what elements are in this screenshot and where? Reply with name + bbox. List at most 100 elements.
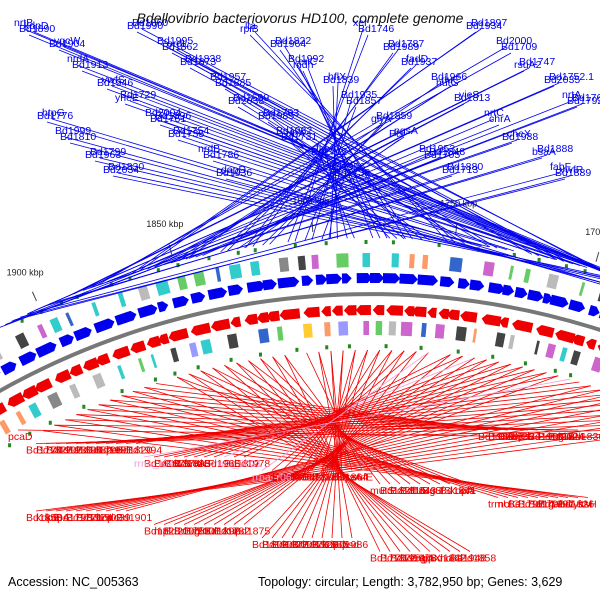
forward-gene-label: yneE bbox=[115, 92, 139, 104]
cog-block bbox=[193, 270, 206, 287]
cog-block bbox=[226, 333, 239, 349]
reverse-gene-label: cysM bbox=[568, 499, 593, 511]
reverse-gene-leader bbox=[213, 359, 487, 525]
forward-cds-lane bbox=[0, 273, 600, 376]
reverse-gene-label: Bd1901 bbox=[116, 512, 152, 524]
forward-gene-leader bbox=[245, 49, 399, 248]
forward-gene-label: lta bbox=[245, 20, 256, 32]
forward-gene-leader bbox=[154, 103, 465, 268]
forward-gene-leader bbox=[295, 139, 391, 239]
forward-gene-leader bbox=[325, 154, 348, 239]
reverse-gene-leader bbox=[144, 386, 499, 498]
forward-gene-labels: nrtBBd1995Bd1992Bd1966nrtABd2004Bd1982Bd… bbox=[0, 17, 600, 328]
forward-gene-label: Bd1935 bbox=[341, 89, 377, 101]
gene-arrow bbox=[386, 305, 404, 316]
cog-block bbox=[150, 354, 158, 369]
gene-arrow bbox=[168, 327, 189, 342]
reverse-gene-label: rrna_0021 bbox=[214, 458, 262, 470]
cog-block bbox=[170, 347, 180, 363]
gene-arrow bbox=[549, 294, 569, 308]
marker-dot bbox=[384, 344, 388, 349]
reverse-gene-leader bbox=[121, 395, 519, 498]
reverse-gene-leader bbox=[55, 420, 600, 444]
reverse-gene-leader bbox=[75, 410, 600, 444]
marker-dot bbox=[364, 240, 368, 245]
forward-gene-label: fabF bbox=[550, 161, 571, 173]
gene-arrow bbox=[210, 318, 231, 332]
marker-dot bbox=[537, 257, 541, 262]
reverse-gene-label: Bd1977 bbox=[272, 539, 308, 551]
forward-gene-leader bbox=[242, 103, 465, 244]
gene-arrow bbox=[326, 273, 343, 285]
forward-gene-label: Bd1964 bbox=[270, 38, 306, 50]
forward-gene-label: Bd1746 bbox=[358, 23, 394, 35]
reverse-gene-label: Bd1753 bbox=[174, 526, 210, 538]
forward-gene-label: kdpD bbox=[24, 20, 49, 32]
gene-arrow bbox=[586, 338, 597, 350]
genome-backbone-arc bbox=[0, 292, 600, 394]
marker-dot bbox=[236, 250, 240, 255]
marker-dot bbox=[156, 268, 160, 273]
forward-gene-label: ordL bbox=[167, 38, 188, 50]
forward-gene-label: rpiB bbox=[240, 23, 259, 35]
reverse-gene-label: Bd1875 bbox=[234, 526, 270, 538]
forward-gene-label: Bd1989 bbox=[383, 41, 419, 53]
marker-dot bbox=[456, 349, 460, 354]
reverse-gene-label: Bd1905 bbox=[528, 431, 564, 443]
forward-gene-label: eriC bbox=[298, 56, 318, 68]
gene-arrow bbox=[356, 273, 373, 284]
forward-gene-label: Bd1830 bbox=[108, 161, 144, 173]
reverse-gene-leader bbox=[65, 415, 600, 444]
gene-arrow bbox=[382, 273, 401, 284]
cog-block bbox=[92, 372, 106, 389]
gene-arrow bbox=[597, 344, 600, 352]
gene-arrow bbox=[112, 345, 131, 360]
gene-arrow bbox=[460, 311, 478, 323]
gene-arrow bbox=[171, 295, 189, 309]
reverse-gene-leader bbox=[330, 351, 343, 539]
forward-gene-label: Bd1988 bbox=[502, 131, 538, 143]
marker-dot bbox=[324, 241, 328, 246]
gene-arrow bbox=[256, 312, 270, 323]
cog-block bbox=[47, 391, 63, 409]
forward-gene-label: Bd1934 bbox=[466, 20, 502, 32]
reverse-gene-leader bbox=[248, 360, 411, 552]
forward-gene-leader bbox=[176, 49, 557, 261]
cog-block bbox=[559, 347, 568, 362]
forward-gene-label: Bd1709 bbox=[501, 41, 537, 53]
reverse-gene-leader bbox=[183, 366, 523, 525]
gene-arrow bbox=[58, 334, 74, 348]
reverse-gene-leader bbox=[281, 350, 405, 539]
reverse-gene-label: Bd1843 bbox=[400, 485, 436, 497]
forward-gene-label: Bd1982 bbox=[276, 125, 312, 137]
cog-block bbox=[449, 257, 463, 273]
gene-arrow bbox=[137, 304, 158, 319]
reverse-gene-label: Bd1948 bbox=[450, 553, 486, 565]
gene-arrow bbox=[488, 282, 505, 294]
reverse-gene-label: Bd1940 bbox=[478, 431, 514, 443]
forward-gene-label: fadD bbox=[406, 53, 429, 65]
reverse-gene-label: Bd1796 bbox=[56, 512, 92, 524]
marker-dot bbox=[8, 443, 12, 448]
forward-gene-leader bbox=[302, 70, 381, 239]
cog-block bbox=[49, 316, 63, 334]
reverse-marker-lane bbox=[8, 344, 573, 448]
gene-arrow bbox=[190, 322, 212, 336]
cog-block bbox=[215, 267, 222, 282]
gene-arrow bbox=[227, 284, 243, 297]
reverse-gene-label: bcp bbox=[96, 512, 113, 524]
marker-dot bbox=[20, 318, 24, 323]
reverse-gene-label: Bd1804 bbox=[144, 458, 180, 470]
reverse-gene-leader bbox=[193, 363, 511, 525]
gene-arrow bbox=[315, 274, 328, 285]
cog-block bbox=[188, 342, 199, 358]
cog-block bbox=[455, 326, 467, 342]
gene-arrow bbox=[262, 279, 277, 291]
forward-gene-label: hflX bbox=[328, 71, 346, 83]
forward-gene-label: Bd1888 bbox=[537, 143, 573, 155]
reverse-gene-leader bbox=[233, 355, 463, 525]
reverse-gene-label: Bd2003 bbox=[282, 539, 318, 551]
reverse-gene-label: Bd1975 bbox=[292, 539, 328, 551]
accession-label: Accession: NC_005363 bbox=[8, 575, 139, 589]
forward-gene-leader bbox=[188, 157, 440, 259]
